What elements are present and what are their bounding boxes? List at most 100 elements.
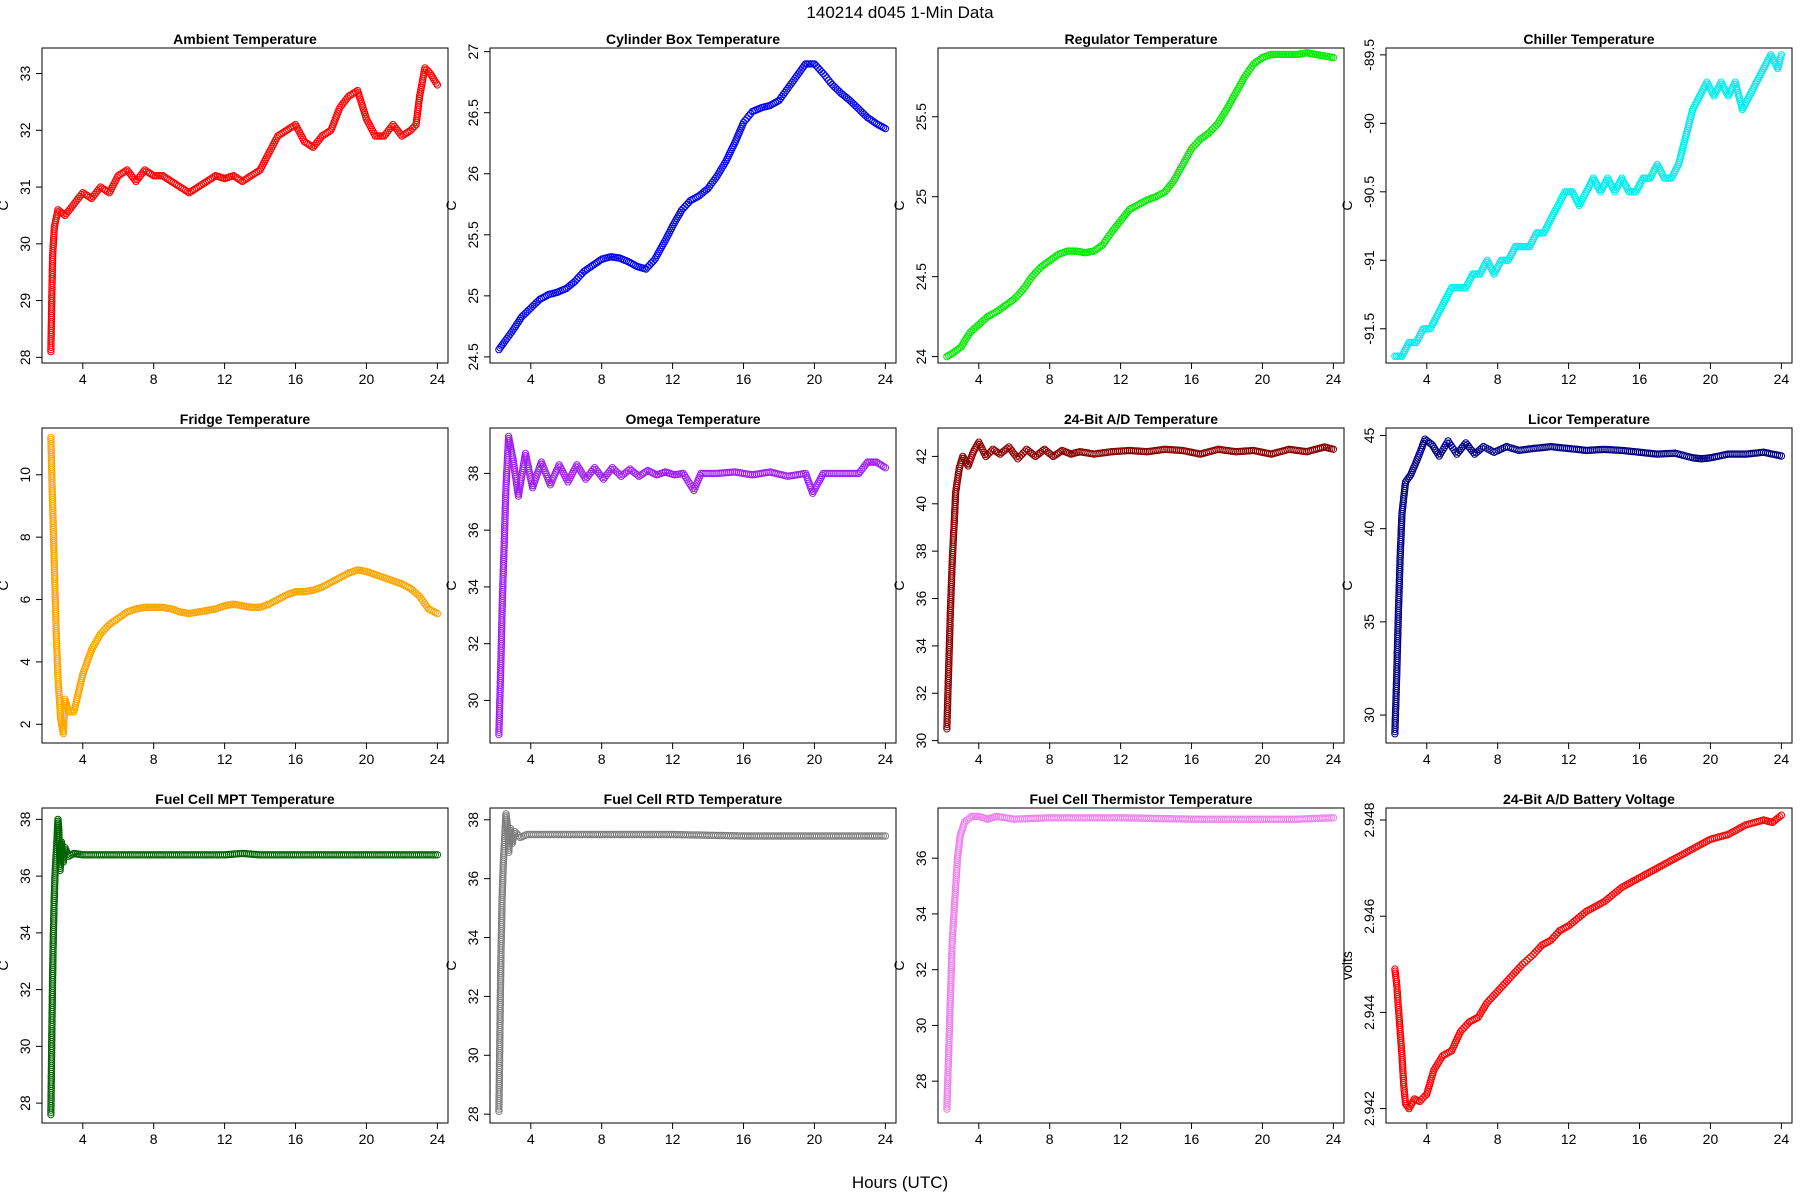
x-tick-label: 4: [975, 751, 983, 767]
y-axis-label: C: [443, 200, 459, 210]
x-tick-label: 24: [430, 1131, 446, 1147]
plot-frame: [489, 47, 897, 364]
x-tick-label: 12: [1113, 751, 1129, 767]
y-tick-label: 2.942: [1361, 1091, 1377, 1126]
x-tick-label: 24: [878, 371, 894, 387]
plot-frame: [1385, 427, 1793, 744]
data-point: [192, 184, 200, 192]
data-point: [1685, 847, 1693, 855]
x-tick-label: 4: [79, 1131, 87, 1147]
data-point: [1056, 448, 1065, 456]
data-point: [576, 271, 585, 279]
data-point: [1404, 474, 1412, 482]
data-point: [579, 471, 587, 479]
data-point: [1492, 989, 1500, 997]
data-point: [1217, 115, 1225, 123]
data-point: [433, 851, 442, 859]
data-point: [877, 832, 885, 840]
data-point: [432, 79, 440, 87]
data-point: [100, 626, 108, 634]
y-tick-label: 35: [1361, 614, 1377, 630]
data-point: [1552, 205, 1560, 214]
panel-grid: Ambient TemperatureC48121620242829303132…: [0, 31, 1793, 1147]
data-point: [987, 447, 995, 455]
data-point: [814, 64, 822, 72]
x-tick-label: 24: [430, 751, 446, 767]
y-tick-label: 36: [913, 591, 929, 607]
x-tick-label: 12: [217, 751, 233, 767]
data-point: [1552, 930, 1560, 939]
panel: Fuel Cell Thermistor Temperature C 4 8 12 16 2…: [891, 791, 1345, 1147]
y-tick-label: 38: [913, 543, 929, 559]
plot-frame: [937, 427, 1345, 744]
data-point: [849, 469, 857, 478]
y-tick-label: -89.5: [1361, 39, 1377, 71]
data-point: [881, 464, 890, 472]
y-tick-label: 36: [913, 850, 929, 866]
data-point: [1038, 447, 1047, 455]
data-point: [1515, 964, 1523, 972]
y-tick-label: 28: [465, 1106, 481, 1122]
data-point: [739, 118, 748, 127]
y-tick-label: 30: [465, 1047, 481, 1063]
data-point: [429, 851, 437, 859]
y-tick-label: 38: [17, 811, 33, 827]
plot-frame: [937, 807, 1345, 1124]
panel-title: 24-Bit A/D Battery Voltage: [1503, 791, 1675, 807]
x-tick-label: 20: [359, 1131, 375, 1147]
y-tick-label: -91: [1361, 250, 1377, 270]
data-point: [1614, 182, 1622, 190]
x-tick-label: 20: [1703, 371, 1719, 387]
plot-frame: [41, 47, 449, 364]
data-point: [181, 186, 190, 195]
data-point: [87, 645, 96, 654]
y-tick-label: 24.5: [913, 263, 929, 290]
x-tick-label: 4: [527, 371, 535, 387]
x-tick-label: 20: [1703, 1131, 1719, 1147]
data-point: [589, 465, 597, 474]
y-axis-label: C: [443, 580, 459, 590]
x-tick-label: 8: [598, 751, 606, 767]
data-point: [1168, 178, 1177, 187]
data-point: [827, 469, 835, 478]
data-point: [1588, 904, 1597, 912]
data-point: [1486, 995, 1495, 1003]
panel-title: Regulator Temperature: [1065, 31, 1218, 47]
data-point: [92, 637, 100, 646]
x-tick-label: 24: [1326, 1131, 1342, 1147]
data-point: [881, 832, 890, 840]
data-point: [635, 472, 643, 480]
data-point: [513, 320, 521, 328]
data-point: [718, 164, 726, 172]
data-point: [511, 322, 520, 330]
data-point: [1511, 968, 1520, 976]
data-point: [1506, 974, 1514, 982]
x-tick-label: 24: [1774, 751, 1790, 767]
y-tick-label: 38: [465, 812, 481, 828]
data-point: [68, 850, 76, 859]
data-point: [148, 170, 156, 179]
data-point: [741, 116, 749, 125]
data-point: [1510, 970, 1518, 978]
data-point: [847, 469, 855, 478]
data-point: [1222, 107, 1230, 115]
data-point: [1193, 139, 1201, 147]
data-point: [1728, 450, 1736, 458]
panel: Fuel Cell RTD Temperature C 4 8 12 16 20 24 28 30…: [443, 791, 897, 1147]
data-point: [515, 316, 524, 325]
data-point: [1176, 165, 1185, 173]
data-point: [1469, 448, 1477, 456]
y-tick-label: 34: [465, 930, 481, 946]
data-point: [1490, 991, 1498, 999]
y-tick-label: 29: [17, 293, 33, 309]
y-tick-label: 30: [17, 1038, 33, 1054]
data-point: [1419, 1094, 1427, 1102]
data-point: [1645, 868, 1654, 877]
x-tick-label: 4: [1423, 371, 1431, 387]
data-point: [575, 465, 584, 473]
data-point: [817, 68, 826, 76]
data-point: [1637, 178, 1645, 186]
x-tick-label: 16: [1632, 1131, 1648, 1147]
x-tick-label: 8: [1046, 751, 1054, 767]
data-point: [1533, 947, 1541, 955]
